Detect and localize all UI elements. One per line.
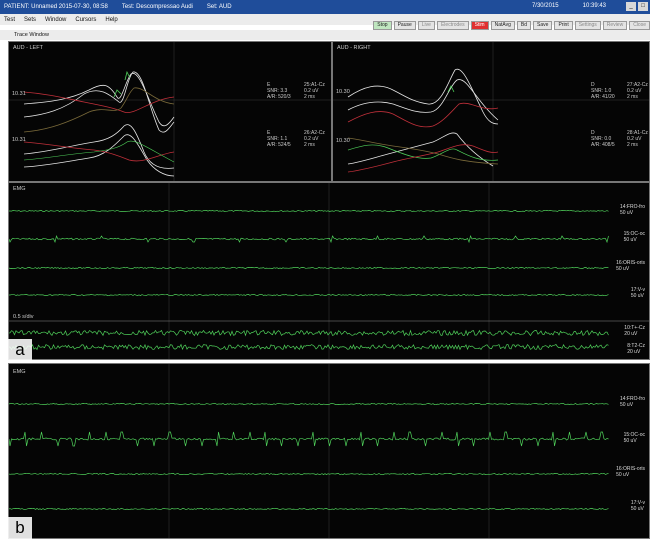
settings-button[interactable]: Settings [574,21,601,30]
aep-left-y-marker-1: 10.31 [12,91,26,97]
menu-help[interactable]: Help [105,16,118,23]
test-label: Test: Descompressao Audi [121,4,193,10]
emg-b-channel-1: 14:FRO-fro 50 uV [619,396,645,408]
menu-bar: Test Sets Window Cursors Help [0,14,650,25]
emg-panel-b[interactable]: EMG 14:FRO-fro 50 uV 15:OC-oc 50 uV 16:O… [8,363,650,539]
emg-b-channel-4: 17:V-v 50 uV [630,500,645,512]
aep-right-graph [333,42,649,181]
aep-right-info-1: D SNR: 1.0 A/R: 41/20 [591,82,615,100]
aep-left-channel-2: 26:A2-Cz 0.2 uV 2 ms [304,130,325,148]
emg-a-graph [9,183,649,359]
aep-left-panel[interactable]: AUD - LEFT 10.31 10.31 E SNR: 3.3 A/R: 5… [8,41,332,182]
natavg-button[interactable]: NatAvg [490,21,515,30]
emg-a-trace-1 [9,210,609,213]
close-button[interactable]: Close [629,21,650,30]
emg-a-title: EMG [13,186,26,192]
emg-a-bottom-channel-2: 8:T2-Cz 20 uV [627,343,645,355]
emg-a-channel-3: 16:ORIS-oris 50 uV [616,260,645,272]
aep-left-info-1: E SNR: 3.3 A/R: 520/3 [267,82,291,100]
set-label: Set: AUD [206,4,232,10]
aep-right-y-marker-1: 10.30 [336,89,350,95]
menu-cursors[interactable]: Cursors [75,16,97,23]
live-button[interactable]: Live [417,21,435,30]
emg-b-channel-2: 15:OC-oc 50 uV [623,432,645,444]
aep-right-y-marker-2: 10.30 [336,138,350,144]
menu-test[interactable]: Test [4,16,16,23]
emg-a-trace-2 [9,234,609,244]
patient-label: PATIENT: Unnamed 2015-07-30, 08:58 [4,4,108,10]
emg-a-trace-4 [9,293,609,297]
figure-label-a: a [8,339,32,361]
aep-left-graph [9,42,331,181]
date-label: 7/30/2015 [531,3,559,9]
emg-b-graph [9,364,609,538]
emg-a-time-scale: 0.5 s/div [13,314,34,320]
emg-a-bottom-channel-1: 10:T+-Cz 20 uV [624,325,645,337]
pause-button[interactable]: Pause [393,21,416,30]
stim-button[interactable]: Stim [470,21,489,30]
aep-left-y-marker-2: 10.31 [12,137,26,143]
emg-a-channel-2: 15:OC-oc 50 uV [623,231,645,243]
print-button[interactable]: Print [554,21,573,30]
emg-a-trace-5 [9,329,609,337]
save-button[interactable]: Save [533,21,553,30]
bd-button[interactable]: Bd [516,21,532,30]
stop-button[interactable]: Stop [373,21,392,30]
aep-right-channel-2: 28:A1-Cz 0.2 uV 2 ms [627,130,648,148]
emg-panel-a[interactable]: EMG 14:FRO-fro 50 uV 15:OC-oc 50 uV 16:O… [8,182,650,360]
figure-label-b: b [8,517,32,539]
emg-b-title: EMG [13,369,26,375]
emg-b-trace-4 [9,507,609,511]
maximize-icon[interactable]: □ [638,2,648,11]
aep-left-info-2: E SNR: 1.1 A/R: 524/5 [267,130,291,148]
window-titlebar: PATIENT: Unnamed 2015-07-30, 08:58 Test:… [0,0,650,14]
emg-b-trace-3 [9,472,609,476]
toolbar: Stop Pause Live Electrodes Stim NatAvg B… [373,21,650,30]
emg-a-trace-6 [9,343,609,351]
aep-left-channel-1: 25:A1-Cz 0.2 uV 2 ms [304,82,325,100]
aep-left-title: AUD - LEFT [13,45,43,51]
emg-a-channel-1: 14:FRO-fro 50 uV [619,204,645,216]
emg-a-channel-4: 17:V-v 50 uV [630,287,645,299]
minimize-icon[interactable]: _ [626,2,636,11]
emg-b-channel-3: 16:ORIS-oris 50 uV [616,466,645,478]
menu-window[interactable]: Window [45,16,67,23]
trace-window-label: Trace Window [0,30,650,40]
emg-a-trace-3 [9,266,609,270]
review-button[interactable]: Review [602,21,628,30]
aep-right-title: AUD - RIGHT [337,45,371,51]
emg-b-trace-2 [9,431,609,447]
aep-right-info-2: D SNR: 0.0 A/R: 408/5 [591,130,615,148]
aep-right-panel[interactable]: AUD - RIGHT 10.30 10.30 D SNR: 1.0 A/R: … [332,41,650,182]
aep-right-channel-1: 27:A2-Cz 0.2 uV 2 ms [627,82,648,100]
time-label: 10:39:43 [582,3,606,9]
electrodes-button[interactable]: Electrodes [436,21,469,30]
emg-b-trace-1 [9,402,609,406]
menu-sets[interactable]: Sets [24,16,37,23]
